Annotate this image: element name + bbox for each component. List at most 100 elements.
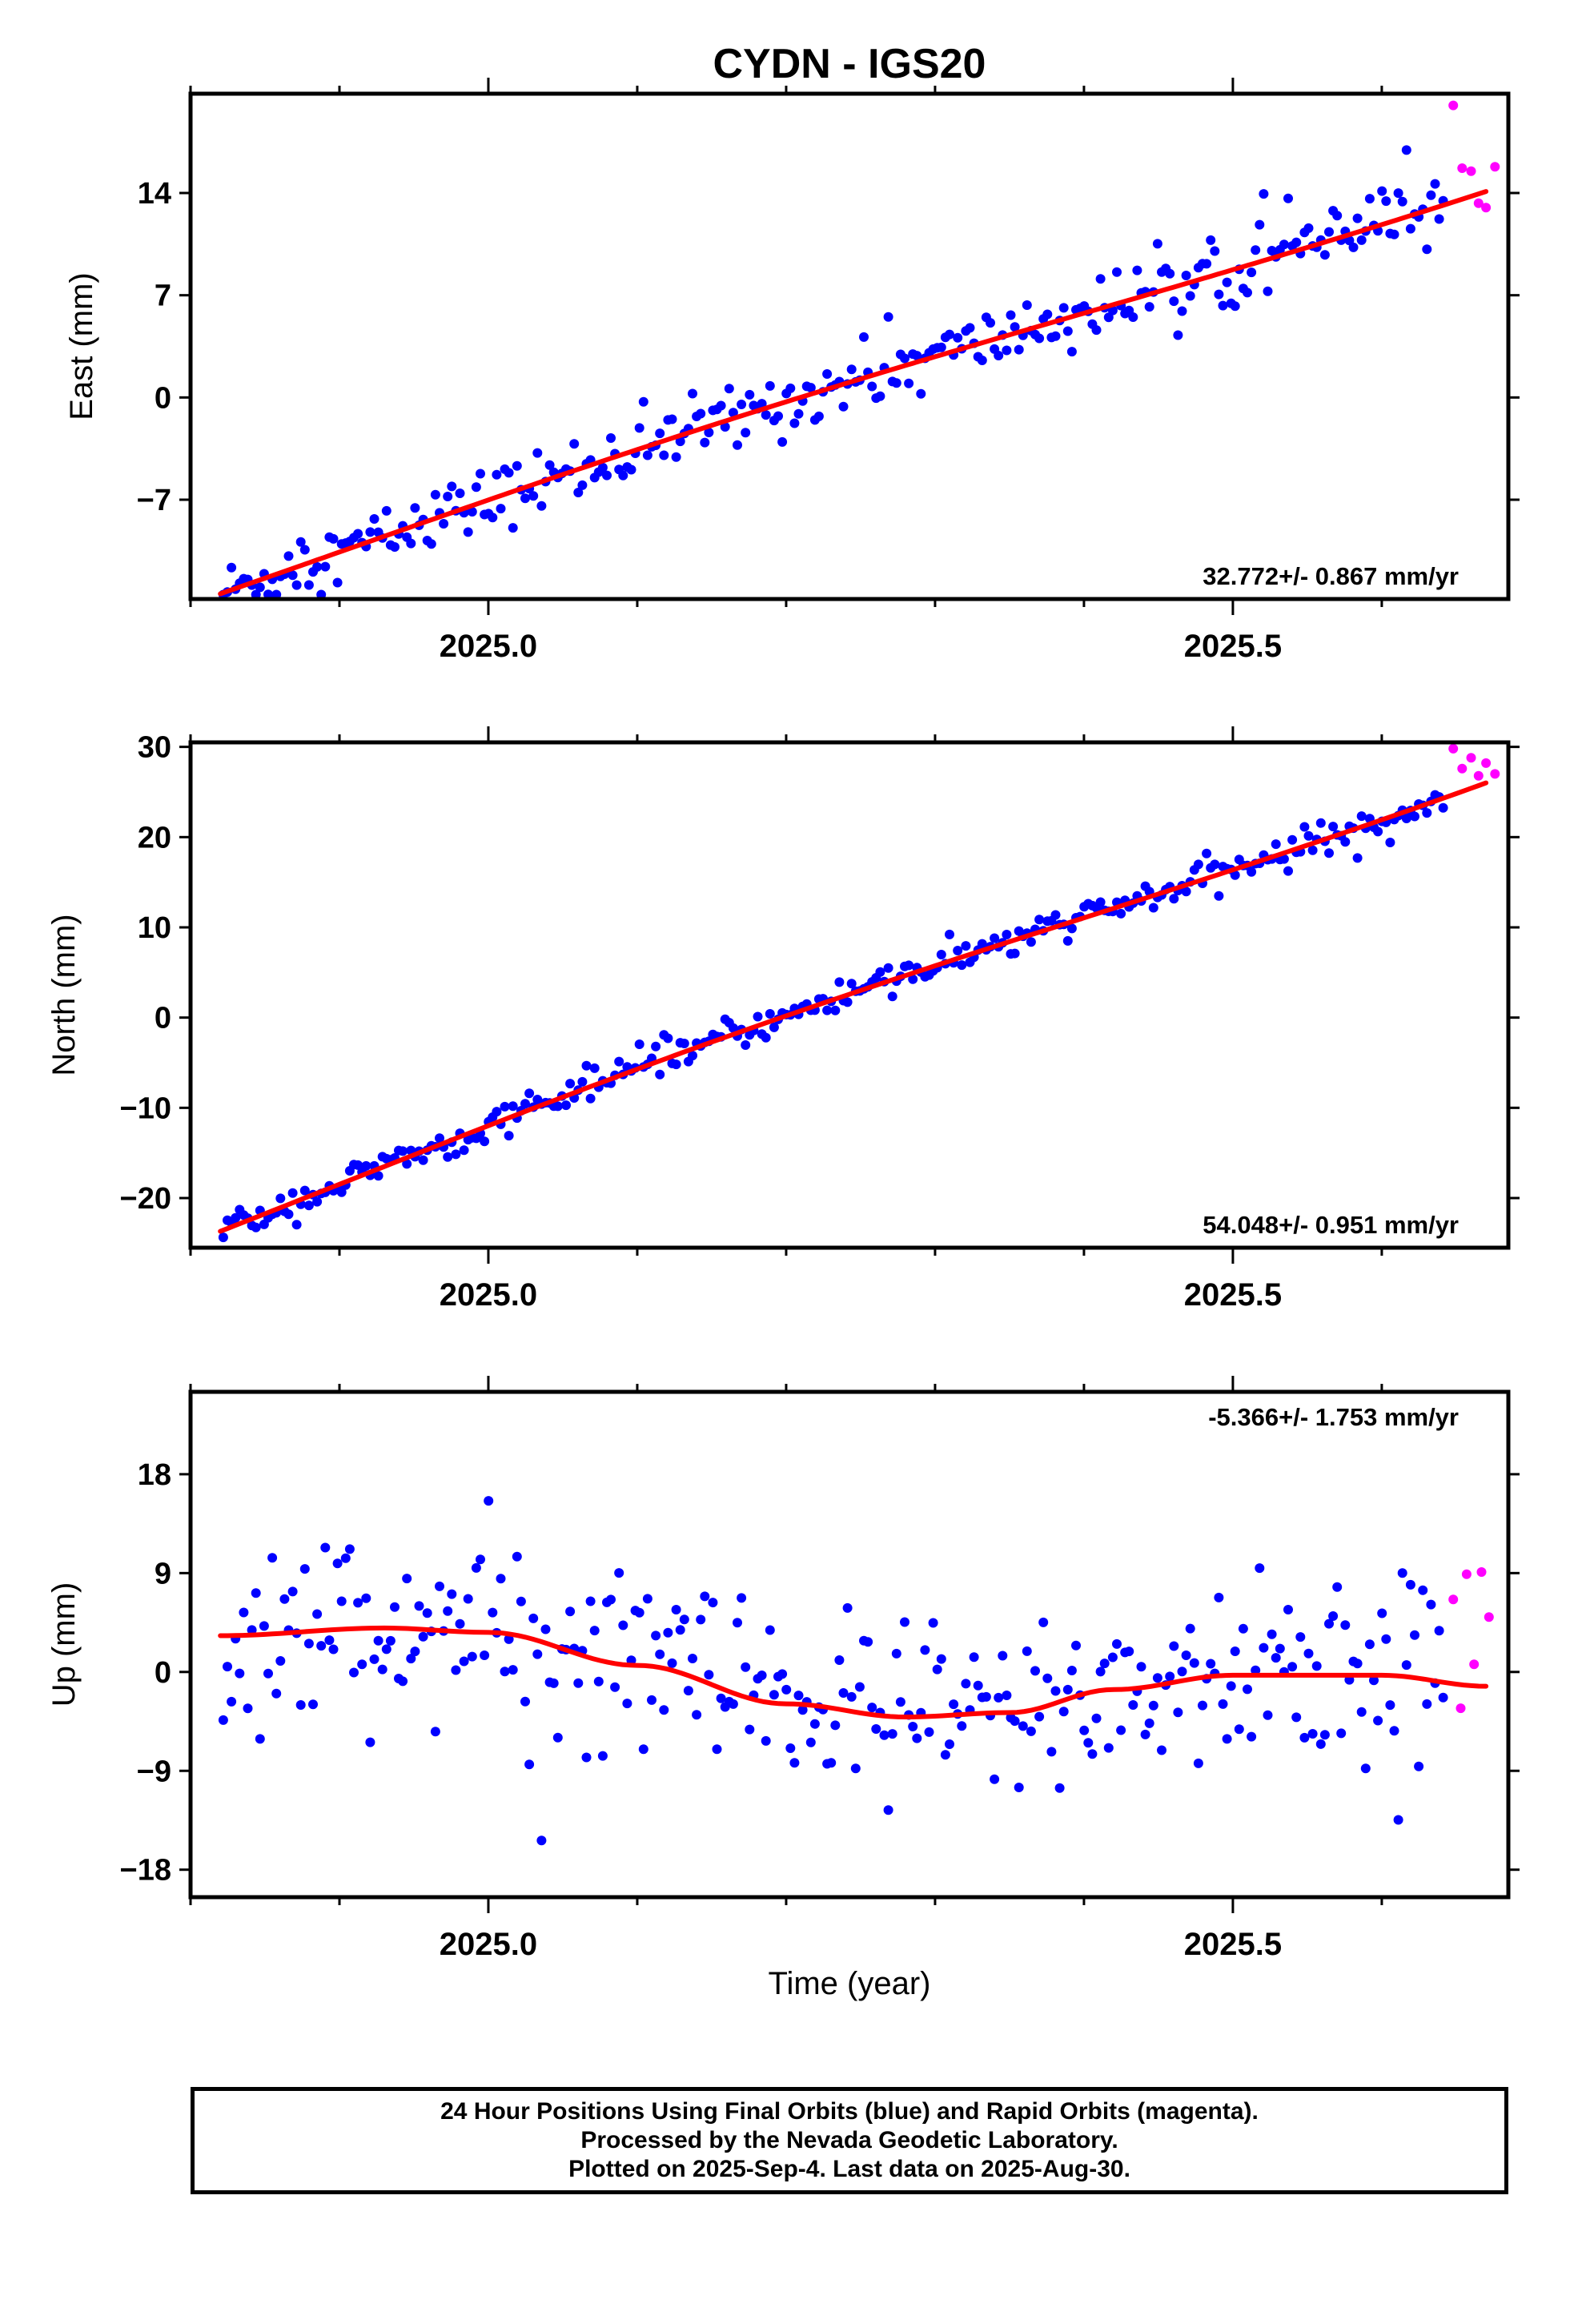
final-orbit-point xyxy=(773,411,783,421)
final-orbit-point xyxy=(830,1720,841,1731)
final-orbit-point xyxy=(692,1710,702,1720)
final-orbit-point xyxy=(1010,1716,1020,1727)
final-orbit-point xyxy=(704,1670,714,1680)
final-orbit-point xyxy=(741,1040,751,1050)
final-orbit-point xyxy=(357,1659,367,1670)
final-orbit-point xyxy=(1340,837,1351,847)
final-orbit-point xyxy=(1022,1646,1032,1656)
final-orbit-point xyxy=(891,1648,901,1659)
final-orbit-point xyxy=(867,381,877,392)
final-orbit-point xyxy=(945,329,954,340)
final-orbit-point xyxy=(1181,887,1191,897)
final-orbit-point xyxy=(353,529,363,539)
final-orbit-point xyxy=(1283,866,1293,876)
final-orbit-point xyxy=(255,1734,265,1744)
final-orbit-point xyxy=(1311,1661,1322,1671)
final-orbit-point xyxy=(287,1188,298,1198)
final-orbit-point xyxy=(1222,277,1232,287)
final-orbit-point xyxy=(552,1101,563,1112)
final-orbit-point xyxy=(671,452,681,462)
final-orbit-point xyxy=(949,1699,959,1710)
final-orbit-point xyxy=(990,933,1000,943)
final-orbit-point xyxy=(492,1107,502,1117)
rapid-orbit-point xyxy=(1476,1567,1487,1577)
final-orbit-point xyxy=(1287,1662,1298,1672)
rapid-orbit-points xyxy=(1448,100,1500,213)
final-orbit-point xyxy=(303,1638,314,1649)
y-axis-label: North (mm) xyxy=(46,914,82,1076)
final-orbit-point xyxy=(1373,826,1383,837)
final-orbit-point xyxy=(532,1649,543,1659)
final-orbit-point xyxy=(1165,268,1175,279)
final-orbit-point xyxy=(504,1634,514,1644)
final-orbit-point xyxy=(626,464,636,475)
rapid-orbit-point xyxy=(1484,1612,1494,1622)
final-orbit-point xyxy=(1385,1700,1395,1711)
final-orbit-point xyxy=(990,1774,1000,1784)
final-orbit-point xyxy=(638,396,648,407)
final-orbit-point xyxy=(336,1596,347,1606)
final-orbit-point xyxy=(753,1011,763,1022)
rapid-orbit-point xyxy=(1461,1569,1472,1579)
final-orbit-point xyxy=(303,580,314,590)
final-orbit-point xyxy=(904,960,914,971)
final-orbit-point xyxy=(373,1635,383,1646)
final-orbit-point xyxy=(320,561,331,572)
final-orbit-point xyxy=(390,542,400,552)
final-orbit-point xyxy=(320,1542,331,1553)
final-orbit-point xyxy=(480,1651,490,1660)
final-orbit-point xyxy=(638,1744,648,1755)
final-orbit-point xyxy=(1315,818,1326,828)
final-orbit-point xyxy=(741,428,751,438)
final-orbit-point xyxy=(822,369,833,379)
rapid-orbit-point xyxy=(1457,163,1468,173)
final-orbit-point xyxy=(410,1647,420,1657)
final-orbit-point xyxy=(573,1678,584,1688)
final-orbit-point xyxy=(1185,1623,1195,1634)
final-orbit-point xyxy=(1198,1700,1207,1711)
final-orbit-point xyxy=(757,1671,767,1680)
final-orbit-point xyxy=(777,1669,788,1679)
final-orbit-point xyxy=(1251,245,1261,255)
final-orbit-point xyxy=(287,1586,298,1597)
y-tick-label: 7 xyxy=(155,279,171,313)
x-tick-label: 2025.0 xyxy=(440,629,537,664)
final-orbit-point xyxy=(1373,1715,1383,1726)
final-orbit-point xyxy=(1230,301,1240,312)
final-orbit-point xyxy=(1095,1667,1106,1677)
final-orbit-point xyxy=(455,489,465,498)
final-orbit-point xyxy=(398,1676,408,1687)
plot-frame xyxy=(188,740,1511,1250)
final-orbit-point xyxy=(439,519,449,529)
final-orbit-point xyxy=(344,1544,355,1554)
final-orbit-point xyxy=(1124,1647,1134,1657)
final-orbit-point xyxy=(961,1679,971,1689)
final-orbit-point xyxy=(745,1724,755,1735)
final-orbit-point xyxy=(716,400,726,411)
final-orbit-point xyxy=(1352,213,1363,223)
final-orbit-point xyxy=(789,418,800,428)
final-orbit-point xyxy=(1401,814,1411,823)
final-orbit-point xyxy=(981,1691,991,1702)
x-axis-label: Time (year) xyxy=(769,1966,931,2001)
final-orbit-point xyxy=(496,1574,506,1584)
final-orbit-point xyxy=(303,1200,314,1211)
velocity-annotation: -5.366+/- 1.753 mm/yr xyxy=(1208,1403,1459,1431)
velocity-annotation: 54.048+/- 0.951 mm/yr xyxy=(1203,1211,1459,1239)
final-orbit-point xyxy=(1397,1568,1407,1578)
rapid-orbit-point xyxy=(1448,100,1459,111)
final-orbit-point xyxy=(1381,196,1391,207)
final-orbit-point xyxy=(471,482,481,493)
final-orbit-point xyxy=(1218,300,1228,311)
final-orbit-point xyxy=(271,1688,282,1699)
final-orbit-point xyxy=(1050,1686,1061,1696)
final-orbit-point xyxy=(1438,802,1448,813)
final-orbit-point xyxy=(769,1690,779,1700)
final-orbit-point xyxy=(634,423,644,433)
final-orbit-point xyxy=(1295,1632,1306,1642)
final-orbit-point xyxy=(912,1733,922,1743)
final-orbit-point xyxy=(1430,179,1440,189)
final-orbit-point xyxy=(426,539,436,549)
final-orbit-point xyxy=(1243,1684,1252,1695)
final-orbit-point xyxy=(908,1722,918,1731)
